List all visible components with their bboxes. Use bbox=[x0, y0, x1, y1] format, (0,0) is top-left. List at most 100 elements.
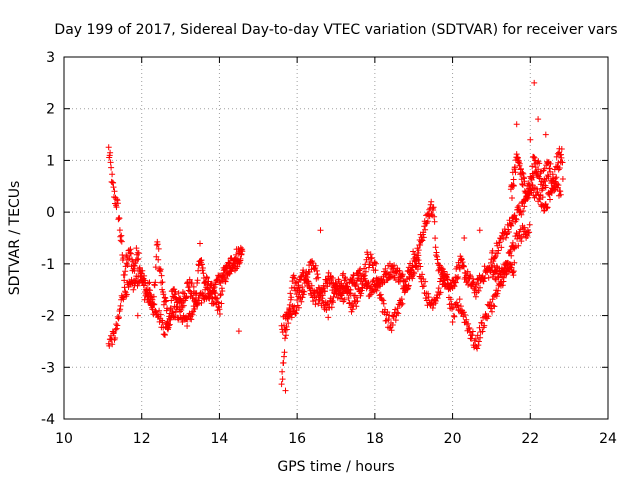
y-tick-labels: -4 -3 -2 -1 0 1 2 3 bbox=[41, 50, 55, 428]
data-point bbox=[382, 265, 389, 272]
data-point bbox=[282, 387, 289, 394]
data-point bbox=[367, 251, 374, 258]
data-point bbox=[312, 262, 319, 269]
data-point bbox=[509, 239, 516, 246]
data-point bbox=[544, 205, 550, 212]
data-point bbox=[465, 326, 472, 332]
data-point bbox=[189, 280, 195, 287]
data-point bbox=[481, 322, 488, 329]
data-point bbox=[116, 215, 123, 222]
data-point bbox=[330, 299, 336, 306]
data-point bbox=[399, 271, 406, 278]
data-point bbox=[359, 281, 366, 288]
data-point bbox=[419, 237, 426, 244]
data-point bbox=[519, 182, 526, 188]
data-point bbox=[515, 242, 522, 249]
data-point bbox=[228, 268, 235, 275]
axis-ticks bbox=[63, 56, 609, 420]
data-point bbox=[325, 269, 332, 276]
data-point bbox=[310, 298, 317, 305]
data-point bbox=[360, 273, 367, 280]
data-point bbox=[408, 267, 415, 274]
data-point bbox=[108, 164, 115, 171]
data-point bbox=[287, 290, 294, 297]
data-point bbox=[548, 190, 555, 196]
data-point bbox=[142, 279, 149, 286]
data-point bbox=[186, 276, 193, 283]
x-tick-label: 22 bbox=[521, 431, 539, 447]
data-point bbox=[447, 296, 454, 303]
data-point bbox=[412, 262, 419, 269]
data-point bbox=[429, 305, 436, 311]
data-point bbox=[512, 215, 519, 222]
x-tick-label: 14 bbox=[211, 431, 229, 447]
data-point bbox=[124, 262, 131, 268]
data-point bbox=[299, 284, 306, 291]
data-point bbox=[428, 198, 435, 205]
data-point bbox=[110, 184, 117, 191]
data-point bbox=[153, 308, 160, 315]
data-point bbox=[495, 247, 502, 254]
data-point bbox=[513, 216, 520, 223]
data-point bbox=[347, 291, 354, 297]
data-point bbox=[368, 254, 375, 261]
data-point bbox=[108, 178, 115, 185]
data-point bbox=[539, 194, 546, 201]
data-point bbox=[535, 116, 542, 123]
data-point bbox=[194, 300, 201, 307]
data-point bbox=[394, 309, 400, 316]
data-point bbox=[209, 288, 216, 295]
data-point bbox=[542, 131, 549, 138]
data-point bbox=[380, 297, 387, 304]
data-point bbox=[204, 275, 211, 281]
data-point bbox=[189, 295, 196, 302]
data-point bbox=[152, 279, 159, 286]
data-point bbox=[113, 204, 120, 211]
data-point bbox=[340, 270, 347, 277]
data-point bbox=[118, 238, 125, 245]
data-point bbox=[190, 283, 197, 290]
data-point bbox=[239, 246, 246, 253]
data-point bbox=[212, 281, 219, 288]
y-tick-label: 3 bbox=[46, 50, 55, 66]
data-point bbox=[313, 267, 320, 274]
data-point bbox=[541, 207, 547, 214]
data-point bbox=[415, 257, 422, 264]
data-point bbox=[303, 278, 310, 285]
data-point bbox=[510, 182, 517, 189]
data-point bbox=[518, 211, 525, 218]
data-point bbox=[349, 306, 356, 313]
data-point bbox=[524, 233, 531, 239]
data-point bbox=[453, 299, 460, 306]
data-point bbox=[217, 291, 224, 298]
y-tick-label: 1 bbox=[46, 153, 55, 169]
data-point bbox=[496, 239, 503, 246]
x-tick-labels: 10 12 14 16 18 20 22 24 bbox=[55, 431, 617, 447]
data-point bbox=[135, 255, 142, 262]
data-point bbox=[288, 314, 295, 321]
data-point bbox=[411, 270, 418, 277]
data-point bbox=[443, 274, 450, 281]
data-point bbox=[422, 278, 429, 285]
data-point bbox=[112, 326, 119, 333]
data-point bbox=[300, 291, 307, 298]
data-point bbox=[379, 296, 385, 303]
data-point bbox=[199, 265, 206, 271]
data-point bbox=[450, 312, 457, 319]
data-point bbox=[279, 368, 286, 375]
data-point bbox=[424, 218, 431, 225]
data-point bbox=[510, 268, 517, 275]
data-point bbox=[178, 307, 185, 313]
data-point bbox=[281, 349, 288, 356]
data-point bbox=[344, 283, 351, 290]
data-point bbox=[343, 280, 350, 286]
data-point bbox=[330, 293, 337, 300]
data-point bbox=[491, 303, 498, 310]
data-point bbox=[453, 274, 460, 281]
data-point bbox=[175, 290, 182, 297]
data-point bbox=[398, 301, 405, 308]
data-point bbox=[112, 335, 119, 341]
data-point bbox=[536, 160, 543, 167]
data-point bbox=[415, 247, 422, 254]
data-point bbox=[380, 300, 387, 307]
